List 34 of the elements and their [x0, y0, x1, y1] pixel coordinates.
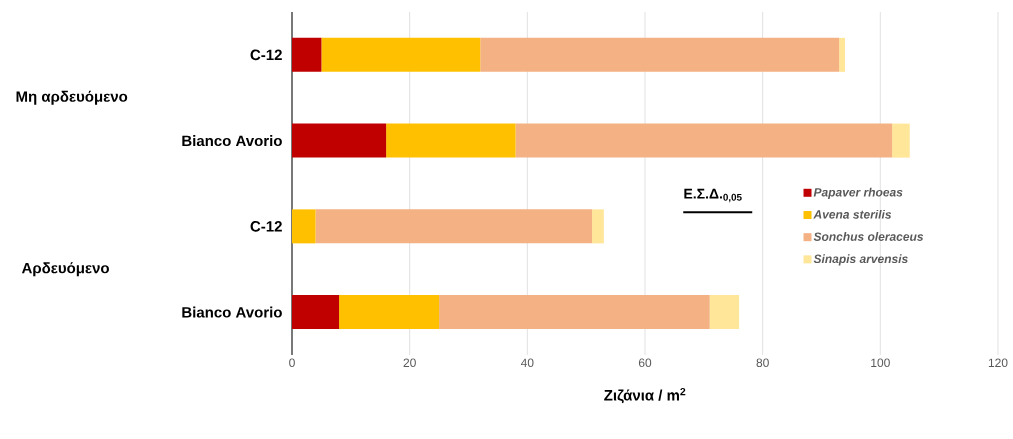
- bar: [892, 123, 910, 158]
- bar: [592, 209, 604, 244]
- bar: [480, 37, 840, 72]
- bar: [386, 123, 516, 158]
- x-tick-label: 120: [988, 358, 1008, 368]
- bar: [321, 37, 481, 72]
- legend-label: Sinapis arvensis: [813, 254, 908, 266]
- x-tick-label: 80: [756, 358, 769, 368]
- text: Αρδευόμενο: [21, 262, 109, 277]
- y-tick-label: C-12: [250, 49, 282, 61]
- x-tick-label: 40: [520, 358, 534, 368]
- x-axis-title: Ζιζάνια / m$^{2}$: [604, 387, 686, 404]
- text: Μη αρδευόμενο: [16, 90, 128, 105]
- legend-label: Papaver rhoeas: [813, 187, 903, 199]
- bar: [839, 37, 846, 72]
- y-tick-label: Bianco Avorio: [182, 135, 282, 147]
- bar: [439, 295, 710, 330]
- bar: [339, 295, 440, 330]
- bar: [292, 295, 340, 330]
- y-tick-label: Bianco Avorio: [182, 306, 282, 318]
- x-tick-label: 20: [403, 358, 416, 368]
- x-tick-label: 100: [871, 358, 890, 368]
- y-tick-label: C-12: [250, 221, 282, 232]
- legend-label: Avena sterilis: [813, 209, 892, 219]
- bar: [709, 295, 740, 330]
- bar: [292, 209, 316, 244]
- x-tick-label: 0: [289, 358, 295, 368]
- annotation: Ε.Σ.Δ.$_{0,05}$: [684, 188, 742, 203]
- legend-label: Sonchus oleraceus: [813, 232, 924, 241]
- bar: [292, 123, 387, 158]
- bar: [515, 123, 893, 158]
- bar: [292, 37, 322, 72]
- bar: [315, 209, 593, 244]
- x-tick-label: 60: [638, 358, 652, 368]
